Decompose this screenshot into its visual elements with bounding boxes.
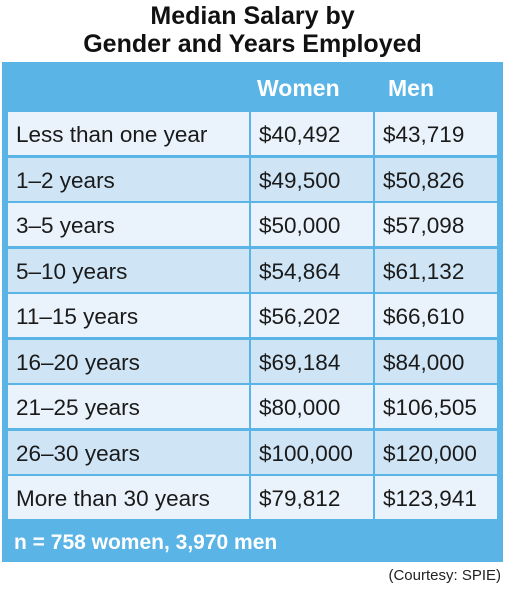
table-header-row: Women Men xyxy=(2,62,503,112)
table-row: 21–25 years $80,000 $106,505 xyxy=(8,385,497,431)
source-credit: (Courtesy: SPIE) xyxy=(388,567,501,584)
women-salary-cell: $49,500 xyxy=(251,157,373,201)
men-salary-cell: $57,098 xyxy=(375,203,497,246)
table-row: 3–5 years $50,000 $57,098 xyxy=(8,203,497,249)
row-label-cell: 3–5 years xyxy=(8,203,249,246)
men-salary-cell: $106,505 xyxy=(375,385,497,428)
table-row: 16–20 years $69,184 $84,000 xyxy=(8,339,497,386)
chart-title-line-2: Gender and Years Employed xyxy=(83,30,422,58)
women-salary-cell: $69,184 xyxy=(251,339,373,383)
women-salary-cell: $100,000 xyxy=(251,430,373,474)
men-salary-cell: $120,000 xyxy=(375,430,497,474)
table-row: 11–15 years $56,202 $66,610 xyxy=(8,294,497,340)
chart-title: Median Salary by Gender and Years Employ… xyxy=(0,2,505,58)
table-row: 1–2 years $49,500 $50,826 xyxy=(8,157,497,204)
column-header-women: Women xyxy=(257,75,340,101)
women-salary-cell: $56,202 xyxy=(251,294,373,337)
row-label-cell: More than 30 years xyxy=(8,476,249,519)
row-label-cell: 21–25 years xyxy=(8,385,249,428)
row-label-cell: Less than one year xyxy=(8,112,249,155)
men-salary-cell: $66,610 xyxy=(375,294,497,337)
table-row: Less than one year $40,492 $43,719 xyxy=(8,112,497,158)
row-label-cell: 1–2 years xyxy=(8,157,249,201)
table-body: Less than one year $40,492 $43,719 1–2 year… xyxy=(8,112,497,522)
row-label-cell: 26–30 years xyxy=(8,430,249,474)
row-label-cell: 5–10 years xyxy=(8,248,249,292)
women-salary-cell: $40,492 xyxy=(251,112,373,155)
salary-table: Women Men Less than one year $40,492 $43,7… xyxy=(2,62,503,562)
men-salary-cell: $50,826 xyxy=(375,157,497,201)
women-salary-cell: $54,864 xyxy=(251,248,373,292)
row-label-cell: 16–20 years xyxy=(8,339,249,383)
table-footnote: n = 758 women, 3,970 men xyxy=(14,531,278,554)
chart-title-line-1: Median Salary by xyxy=(150,2,355,30)
row-label-cell: 11–15 years xyxy=(8,294,249,337)
table-row: More than 30 years $79,812 $123,941 xyxy=(8,476,497,522)
men-salary-cell: $43,719 xyxy=(375,112,497,155)
men-salary-cell: $123,941 xyxy=(375,476,497,519)
women-salary-cell: $80,000 xyxy=(251,385,373,428)
men-salary-cell: $84,000 xyxy=(375,339,497,383)
column-header-men: Men xyxy=(388,75,434,101)
women-salary-cell: $50,000 xyxy=(251,203,373,246)
table-row: 5–10 years $54,864 $61,132 xyxy=(8,248,497,295)
men-salary-cell: $61,132 xyxy=(375,248,497,292)
table-row: 26–30 years $100,000 $120,000 xyxy=(8,430,497,477)
women-salary-cell: $79,812 xyxy=(251,476,373,519)
